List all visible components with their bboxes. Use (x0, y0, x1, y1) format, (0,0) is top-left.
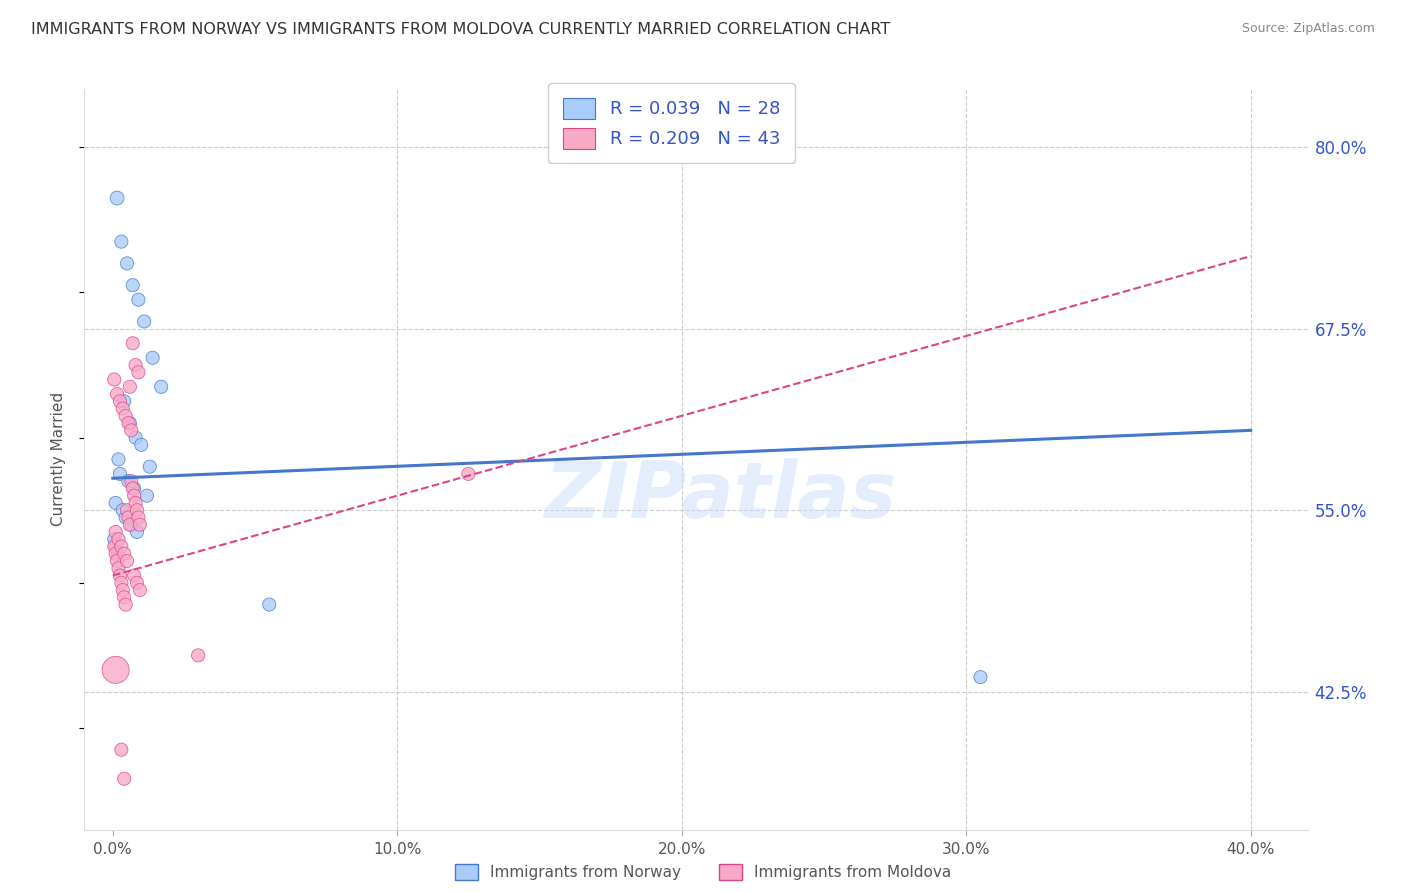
Point (115, 256, 138, 270)
Point (124, 496, 146, 510)
Point (107, 533, 129, 547)
Point (142, 351, 165, 365)
Point (118, 517, 141, 532)
Point (104, 496, 127, 510)
Point (104, 663, 127, 677)
Point (103, 372, 125, 386)
Point (129, 438, 152, 452)
Point (125, 575, 148, 590)
Point (120, 474, 142, 488)
Point (114, 409, 136, 423)
Point (118, 380, 141, 394)
Point (103, 533, 125, 547)
Point (111, 582, 134, 597)
Point (122, 482, 145, 496)
Point (105, 554, 128, 568)
Point (187, 648, 209, 663)
Point (114, 598, 136, 612)
Point (127, 293, 149, 307)
Point (114, 510, 136, 524)
Point (112, 772, 135, 786)
Point (259, 598, 281, 612)
Point (120, 517, 142, 532)
Text: ZIPatlas: ZIPatlas (544, 458, 897, 534)
Point (115, 554, 138, 568)
Point (132, 314, 155, 328)
Point (112, 591, 135, 605)
Point (111, 401, 134, 416)
Point (107, 547, 129, 561)
Point (104, 547, 127, 561)
Point (110, 575, 132, 590)
Point (122, 489, 145, 503)
Point (120, 423, 142, 437)
Point (117, 510, 139, 524)
Point (108, 394, 131, 409)
Point (115, 503, 138, 517)
Point (108, 568, 131, 582)
Point (112, 547, 135, 561)
Point (124, 358, 146, 372)
Point (128, 517, 150, 532)
Point (112, 394, 135, 409)
Point (107, 452, 129, 467)
Point (125, 524, 148, 539)
Point (117, 416, 139, 430)
Point (105, 387, 128, 401)
Point (110, 540, 132, 554)
Point (127, 510, 149, 524)
Point (104, 524, 127, 539)
Point (139, 459, 162, 474)
Point (103, 540, 125, 554)
Point (125, 503, 148, 517)
Point (136, 489, 159, 503)
Point (105, 191, 128, 205)
Point (121, 278, 143, 293)
Point (969, 670, 991, 684)
Point (128, 582, 150, 597)
Point (122, 568, 145, 582)
Point (124, 431, 146, 445)
Point (457, 467, 479, 481)
Point (107, 561, 129, 575)
Point (150, 380, 173, 394)
Point (108, 467, 131, 481)
Text: IMMIGRANTS FROM NORWAY VS IMMIGRANTS FROM MOLDOVA CURRENTLY MARRIED CORRELATION : IMMIGRANTS FROM NORWAY VS IMMIGRANTS FRO… (31, 22, 890, 37)
Point (121, 336, 143, 351)
Point (110, 235, 132, 249)
Text: Source: ZipAtlas.com: Source: ZipAtlas.com (1241, 22, 1375, 36)
Point (110, 742, 132, 756)
Point (117, 474, 139, 488)
Point (118, 416, 141, 430)
Legend: Immigrants from Norway, Immigrants from Moldova: Immigrants from Norway, Immigrants from … (449, 858, 957, 886)
Legend: R = 0.039   N = 28, R = 0.209   N = 43: R = 0.039 N = 28, R = 0.209 N = 43 (548, 84, 794, 163)
Point (127, 365, 149, 379)
Point (111, 503, 134, 517)
Point (121, 482, 143, 496)
Point (105, 540, 128, 554)
Y-axis label: Currently Married: Currently Married (51, 392, 66, 526)
